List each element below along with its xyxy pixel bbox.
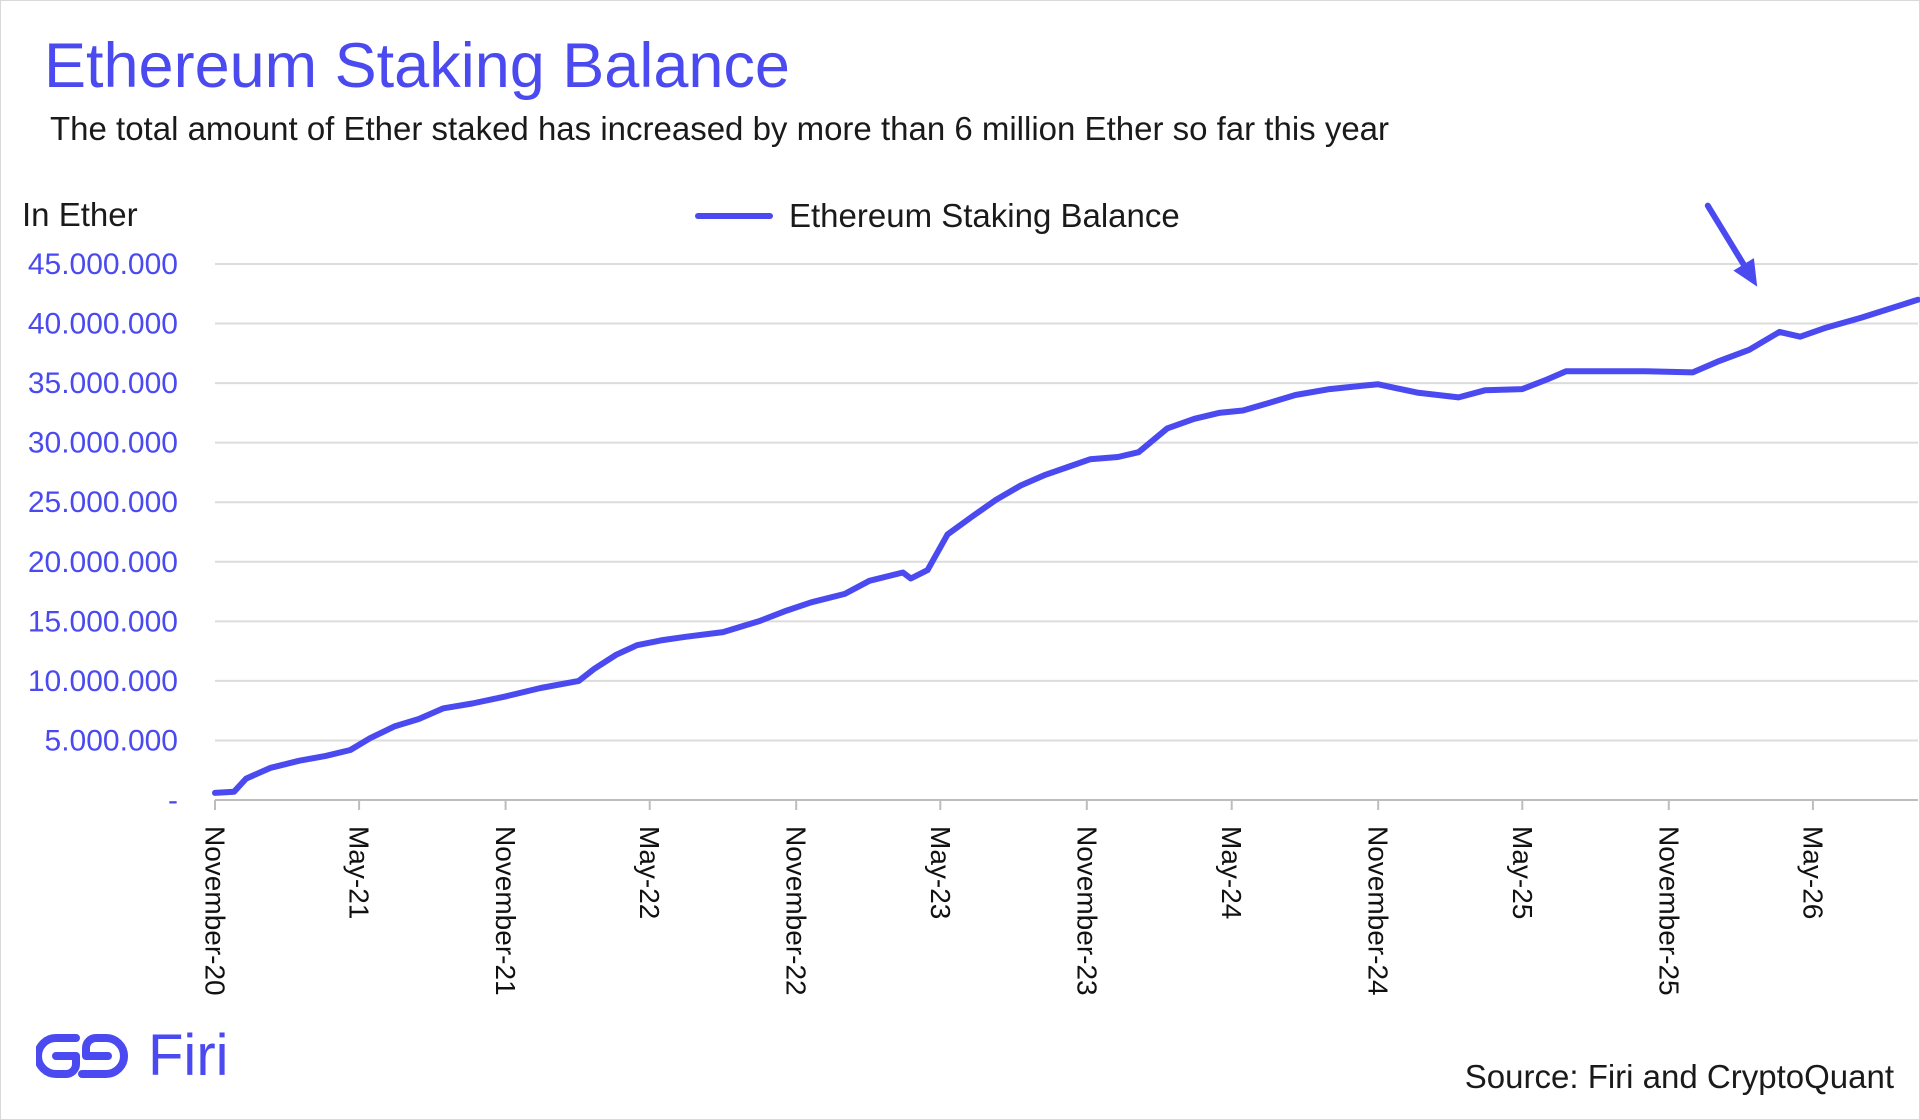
y-tick-label: 30.000.000: [28, 427, 178, 460]
series-line-0: [212, 296, 1920, 796]
y-tick-label: 10.000.000: [28, 665, 178, 698]
x-tick-label: November-23: [1071, 826, 1102, 996]
x-tick-label: May-26: [1797, 826, 1828, 919]
firi-logo-icon: [36, 1034, 128, 1078]
y-tick-label: 20.000.000: [28, 546, 178, 579]
x-tick-label: November-22: [781, 826, 812, 996]
series-layer: [212, 296, 1920, 796]
firi-logo-text: Firi: [148, 1023, 229, 1088]
legend-line-swatch: [695, 213, 773, 219]
x-tick-label: May-22: [634, 826, 665, 919]
firi-logo: Firi: [36, 1026, 229, 1086]
y-tick-label: 5.000.000: [45, 724, 178, 757]
y-axis-label: In Ether: [22, 196, 138, 233]
x-tick-label: May-21: [344, 826, 375, 919]
legend: Ethereum Staking Balance: [695, 196, 1180, 236]
y-axis-ticks: - 5.000.000 10.000.000 15.000.000 20.000.000…: [28, 248, 178, 817]
chart-title: Ethereum Staking Balance: [44, 31, 790, 101]
x-tick-label: November-24: [1363, 826, 1394, 996]
y-tick-label: -: [168, 784, 178, 817]
y-tick-label: 15.000.000: [28, 605, 178, 638]
chart-subtitle: The total amount of Ether staked has inc…: [50, 110, 1390, 147]
y-tick-label: 25.000.000: [28, 486, 178, 519]
x-tick-label: November-20: [200, 826, 231, 996]
annotation-arrow-head: [1733, 258, 1758, 287]
x-tick-label: November-25: [1653, 826, 1684, 996]
legend-label: Ethereum Staking Balance: [789, 197, 1180, 234]
source-note: Source: Firi and CryptoQuant: [1464, 1058, 1894, 1095]
x-tick-label: May-23: [925, 826, 956, 919]
annotation-layer: [1704, 202, 1758, 287]
x-axis-ticks: November-20 May-21 November-21 May-22 Novemb…: [200, 800, 1828, 996]
gridlines: [215, 263, 1918, 801]
y-tick-label: 45.000.000: [28, 248, 178, 281]
annotation-arrow-shaft: [1704, 202, 1747, 268]
x-tick-label: May-24: [1216, 826, 1247, 919]
x-tick-label: November-21: [490, 826, 521, 996]
y-tick-label: 35.000.000: [28, 367, 178, 400]
x-tick-label: May-25: [1507, 826, 1538, 919]
y-tick-label: 40.000.000: [28, 308, 178, 341]
